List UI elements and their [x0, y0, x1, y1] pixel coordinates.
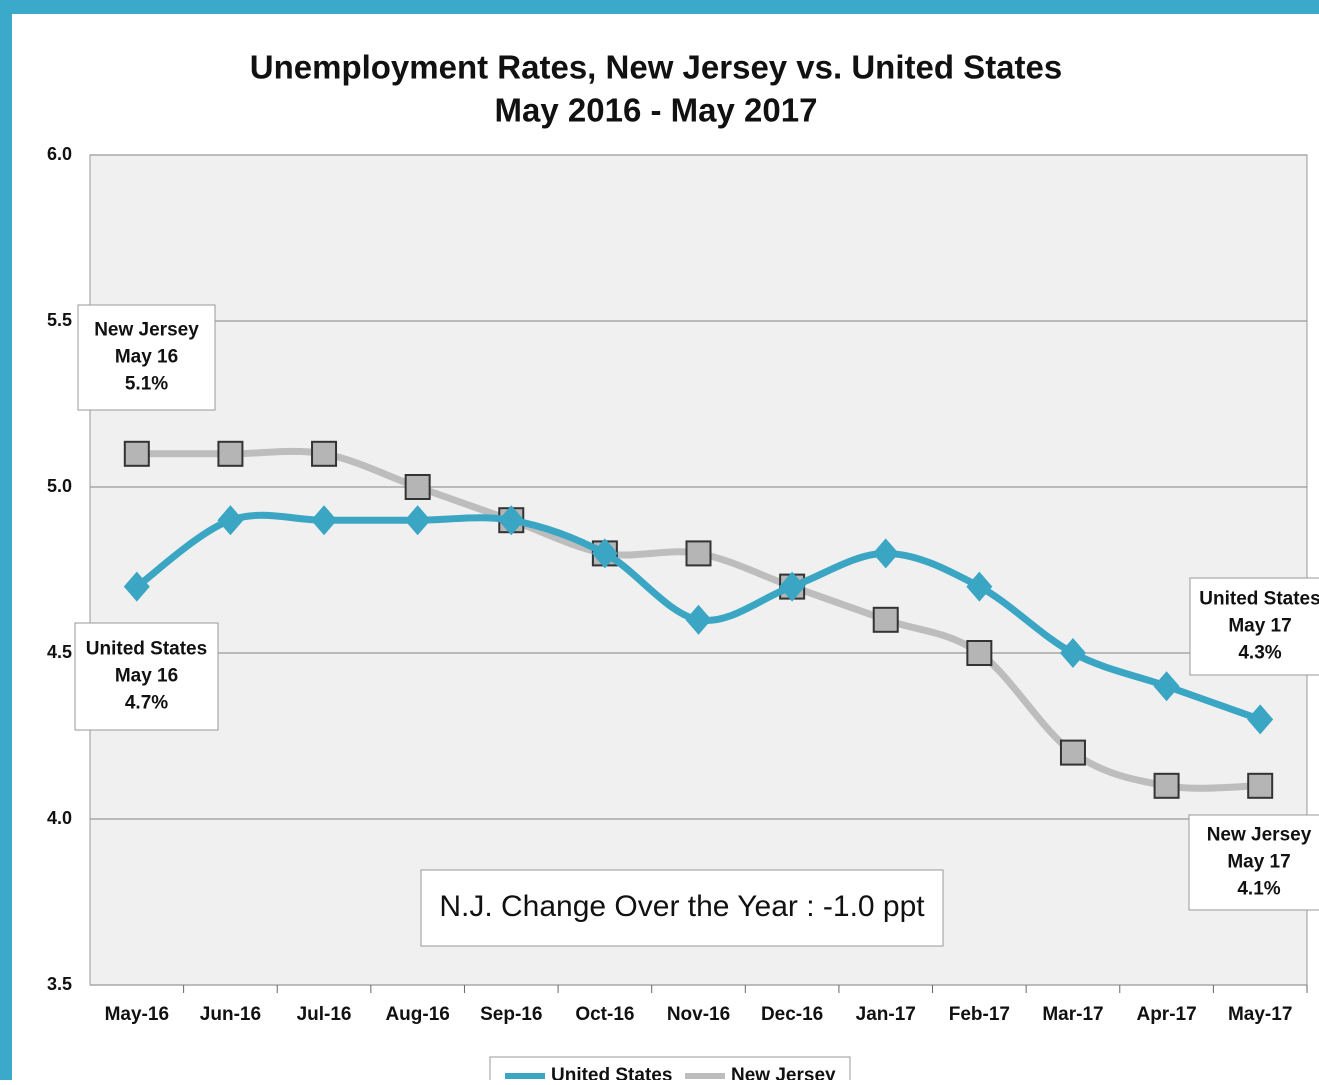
annotation-text: 4.1%: [1237, 879, 1280, 900]
legend-label: New Jersey: [731, 1065, 836, 1080]
marker: [1059, 638, 1086, 668]
y-tick-label: 4.5: [47, 642, 72, 662]
annotation-text: 5.1%: [125, 374, 168, 395]
x-tick-label: Apr-17: [1136, 1004, 1196, 1025]
marker: [404, 474, 431, 500]
y-tick-label: 5.5: [47, 310, 72, 330]
y-tick-label: 5.0: [47, 476, 72, 496]
y-tick-label: 6.0: [47, 144, 72, 164]
annotation-box: [420, 869, 944, 947]
x-tick-label: Feb-17: [949, 1004, 1010, 1025]
x-tick-label: Sep-16: [480, 1004, 542, 1025]
marker: [1059, 739, 1086, 766]
annotation-text: May 17: [1227, 852, 1290, 873]
marker: [1153, 772, 1180, 799]
annotation-text: 4.7%: [125, 693, 168, 714]
marker: [966, 571, 993, 602]
marker: [311, 505, 338, 536]
x-tick-label: Mar-17: [1042, 1004, 1103, 1025]
x-tick-label: May-17: [1228, 1004, 1292, 1025]
annotation-text: United States: [86, 639, 207, 660]
annotation-box: [1189, 577, 1319, 676]
annotation-box: [1188, 814, 1319, 911]
marker: [1247, 704, 1274, 735]
marker: [1247, 772, 1274, 799]
annotation-text: May 16: [115, 666, 178, 687]
annotation-box: [74, 622, 219, 731]
marker: [123, 571, 150, 602]
x-tick-label: Dec-16: [761, 1004, 823, 1025]
x-tick-label: Aug-16: [385, 1004, 449, 1025]
chart-subtitle: May 2016 - May 2017: [495, 92, 818, 129]
chart-title: Unemployment Rates, New Jersey vs. Unite…: [250, 49, 1062, 86]
legend-label: United States: [551, 1065, 672, 1080]
plot-area: [89, 154, 1308, 986]
marker: [217, 505, 244, 536]
marker: [966, 640, 993, 666]
marker: [1153, 671, 1180, 702]
marker: [498, 505, 525, 536]
annotation-text: New Jersey: [1207, 825, 1312, 846]
x-tick-label: Nov-16: [667, 1004, 730, 1025]
x-tick-label: Oct-16: [575, 1004, 634, 1025]
x-tick-label: Jan-17: [856, 1004, 916, 1025]
marker: [779, 571, 806, 602]
marker: [872, 538, 899, 569]
y-tick-label: 4.0: [47, 808, 72, 828]
x-tick-label: Jul-16: [297, 1004, 352, 1025]
marker: [591, 538, 618, 569]
annotation-text: 4.3%: [1238, 643, 1281, 664]
y-tick-label: 3.5: [47, 974, 72, 994]
annotation-text: N.J. Change Over the Year : -1.0 ppt: [439, 890, 925, 923]
annotation-text: New Jersey: [94, 320, 199, 341]
marker: [685, 540, 712, 567]
annotation-text: May 17: [1228, 616, 1291, 637]
annotation-text: May 16: [115, 347, 178, 368]
marker: [685, 604, 712, 635]
marker: [123, 440, 150, 467]
x-tick-label: May-16: [105, 1004, 169, 1025]
annotation-box: [77, 304, 216, 411]
marker: [404, 505, 431, 536]
marker: [872, 606, 899, 633]
annotation-text: United States: [1199, 589, 1319, 610]
marker: [217, 440, 244, 467]
marker: [311, 440, 338, 467]
x-tick-label: Jun-16: [200, 1004, 261, 1025]
